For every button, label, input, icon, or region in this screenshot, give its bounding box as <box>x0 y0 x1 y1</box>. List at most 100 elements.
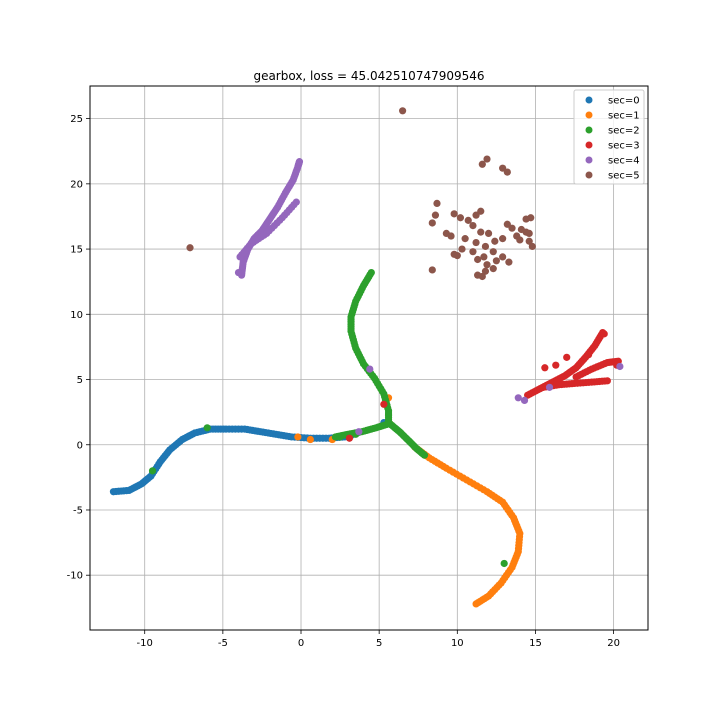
data-point <box>603 377 611 385</box>
data-point <box>472 600 480 608</box>
data-point <box>616 362 624 371</box>
legend-marker <box>585 126 593 134</box>
data-point <box>499 253 507 261</box>
data-point <box>478 272 486 281</box>
y-tick-label: 5 <box>77 375 83 386</box>
legend-label: sec=0 <box>608 96 640 107</box>
data-point <box>295 158 304 166</box>
data-point <box>433 199 441 208</box>
legend-label: sec=5 <box>608 171 640 182</box>
y-tick-label: -5 <box>73 505 83 516</box>
data-point <box>420 451 429 459</box>
y-tick-label: -10 <box>67 571 83 582</box>
data-point <box>563 353 571 361</box>
data-point <box>186 244 194 252</box>
x-tick-label: 10 <box>451 638 464 649</box>
data-point <box>552 361 560 369</box>
series-sec-2 <box>148 268 508 568</box>
data-point <box>525 229 533 238</box>
data-point <box>336 433 344 441</box>
y-axis: -10 -5 0 5 10 15 20 25 <box>67 114 90 582</box>
grid-lines <box>90 86 648 630</box>
x-tick-label: 15 <box>529 638 542 649</box>
legend-label: sec=3 <box>608 141 640 152</box>
data-point <box>294 433 302 441</box>
legend-marker <box>585 171 593 179</box>
series-sec-4 <box>234 158 624 436</box>
data-point <box>380 400 388 408</box>
data-point <box>527 214 535 222</box>
data-point <box>520 396 529 404</box>
data-point <box>399 107 407 115</box>
data-point <box>428 266 436 274</box>
data-point <box>478 160 486 168</box>
y-tick-label: 20 <box>70 179 83 190</box>
legend-marker <box>585 111 593 119</box>
x-axis: -10 -5 0 5 10 15 20 <box>137 630 620 649</box>
data-point <box>503 168 511 176</box>
data-point <box>447 232 455 240</box>
data-point <box>355 428 363 436</box>
data-point <box>541 364 549 372</box>
x-tick-label: 0 <box>298 638 304 649</box>
data-point <box>464 216 472 224</box>
data-point <box>453 251 461 260</box>
data-point <box>458 245 466 253</box>
x-tick-label: -10 <box>137 638 153 649</box>
data-point <box>456 214 465 222</box>
data-point <box>600 330 608 338</box>
data-point <box>469 221 477 230</box>
data-point <box>491 237 499 245</box>
chart-title: gearbox, loss = 45.042510747909546 <box>253 69 484 83</box>
data-point <box>234 268 243 277</box>
data-point <box>499 235 507 243</box>
legend-marker <box>585 141 593 149</box>
legend-label: sec=4 <box>608 156 640 167</box>
data-point <box>545 383 554 391</box>
data-point <box>500 559 508 568</box>
data-point <box>514 394 522 402</box>
y-tick-label: 0 <box>77 440 83 451</box>
data-point <box>492 257 500 265</box>
data-point <box>489 265 497 273</box>
data-point <box>431 211 440 219</box>
data-point <box>480 253 488 261</box>
x-tick-label: 20 <box>607 638 620 649</box>
data-point <box>474 255 482 264</box>
data-point <box>505 258 513 266</box>
y-tick-label: 25 <box>70 114 83 125</box>
data-point <box>483 155 491 163</box>
legend-marker <box>585 96 593 104</box>
y-tick-label: 15 <box>70 245 83 256</box>
data-point <box>148 467 157 475</box>
data-point <box>477 207 485 215</box>
data-point <box>481 267 490 275</box>
series-sec-3 <box>345 328 622 442</box>
data-point <box>428 219 436 227</box>
data-point <box>508 224 516 232</box>
data-point <box>461 235 469 243</box>
data-point <box>366 365 374 373</box>
legend-label: sec=1 <box>608 111 640 122</box>
series-sec-5 <box>186 107 536 281</box>
data-point <box>472 238 480 247</box>
data-point <box>516 236 524 244</box>
data-point <box>203 424 211 432</box>
legend-marker <box>585 156 593 164</box>
data-point <box>585 351 593 359</box>
data-point <box>489 248 497 256</box>
legend: sec=0 sec=1 sec=2 sec=3 sec=4 sec=5 <box>573 89 645 185</box>
data-point <box>484 229 493 238</box>
legend-label: sec=2 <box>608 126 640 137</box>
data-point <box>481 242 490 251</box>
data-point <box>450 210 458 218</box>
data-point <box>306 435 314 444</box>
y-tick-label: 10 <box>70 310 83 321</box>
data-point <box>292 198 300 206</box>
data-point <box>469 248 477 256</box>
data-point <box>345 434 354 442</box>
data-point <box>528 242 536 251</box>
data-layer <box>109 107 624 608</box>
plot-frame <box>89 85 649 631</box>
